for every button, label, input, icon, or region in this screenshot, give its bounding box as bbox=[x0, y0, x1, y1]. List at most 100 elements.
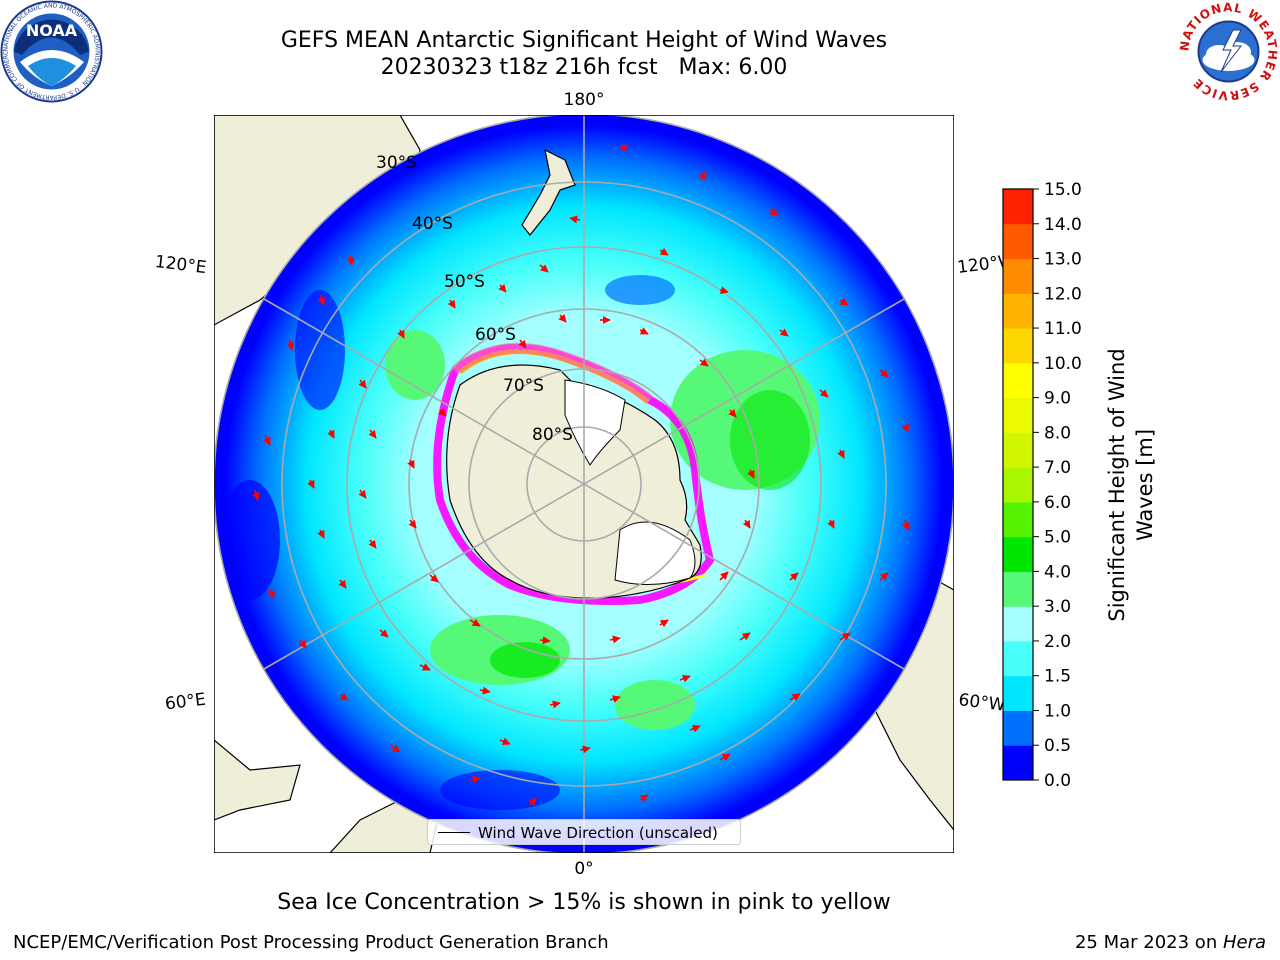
wind-arrow bbox=[639, 327, 649, 335]
wind-arrow bbox=[539, 636, 551, 645]
colorbar-tick-label: 15.0 bbox=[1044, 180, 1082, 200]
wind-arrow bbox=[368, 429, 377, 439]
colorbar-tick-label: 1.5 bbox=[1044, 667, 1071, 687]
wind-arrow bbox=[719, 571, 729, 581]
lon-label-60w: 60°W bbox=[957, 690, 1006, 716]
colorbar-tick-label: 1.0 bbox=[1044, 701, 1071, 721]
colorbar-tick-label: 3.0 bbox=[1044, 597, 1071, 617]
wind-arrow bbox=[339, 692, 349, 701]
colorbar-segment bbox=[1003, 328, 1033, 364]
wind-arrow bbox=[659, 619, 669, 628]
colorbar-segment bbox=[1003, 606, 1033, 642]
wave-patch-atlantic bbox=[615, 680, 695, 730]
wind-arrow bbox=[742, 519, 751, 529]
footer-credit: NCEP/EMC/Verification Post Processing Pr… bbox=[13, 932, 609, 953]
footer-date-text: 25 Mar 2023 on bbox=[1074, 932, 1223, 953]
colorbar-title-line-2: Waves [m] bbox=[1133, 429, 1157, 541]
colorbar-tick-label: 0.5 bbox=[1044, 736, 1071, 756]
colorbar-title-line-1: Significant Height of Wind bbox=[1105, 348, 1129, 621]
wind-arrow bbox=[639, 794, 649, 803]
wind-arrow bbox=[659, 247, 669, 256]
colorbar-segment bbox=[1003, 640, 1033, 677]
wind-arrow bbox=[789, 693, 801, 702]
colorbar-tick-label: 5.0 bbox=[1044, 528, 1071, 548]
wind-arrow bbox=[839, 297, 849, 306]
wind-arrow bbox=[317, 294, 326, 306]
wind-arrow bbox=[719, 286, 729, 295]
wind-arrow bbox=[679, 674, 691, 683]
wind-arrow bbox=[286, 339, 295, 351]
wind-arrow bbox=[438, 408, 447, 417]
footer-host: Hera bbox=[1222, 932, 1266, 953]
wind-arrow bbox=[408, 519, 417, 529]
wind-arrow bbox=[879, 572, 889, 581]
nws-logo: NATIONAL WEATHER SERVICE bbox=[1177, 0, 1279, 102]
colorbar-segment bbox=[1003, 223, 1033, 260]
africa-land bbox=[214, 739, 301, 821]
wave-patch-west bbox=[385, 330, 445, 400]
lon-label-120e: 120°E bbox=[154, 252, 208, 278]
lon-label-60e: 60°E bbox=[164, 690, 207, 715]
wind-arrow bbox=[719, 753, 731, 762]
wind-arrows bbox=[252, 144, 910, 807]
wind-arrow bbox=[827, 519, 835, 529]
wind-arrow bbox=[327, 429, 335, 439]
wind-arrow bbox=[419, 663, 431, 671]
plot-title-line-2: 20230323 t18z 216h fcst Max: 6.00 bbox=[380, 55, 788, 80]
lat-label-30s: 30°S bbox=[376, 153, 417, 173]
colorbar-title: Significant Height of Wind Waves [m] bbox=[1105, 348, 1157, 621]
wind-arrow bbox=[558, 313, 567, 323]
wind-arrow bbox=[252, 489, 260, 501]
wind-arrow bbox=[528, 797, 537, 807]
wind-arrow bbox=[609, 695, 621, 703]
wind-arrow bbox=[698, 171, 707, 181]
colorbar-segment bbox=[1003, 501, 1033, 538]
wind-arrow bbox=[267, 589, 275, 599]
colorbar-tick-label: 4.0 bbox=[1044, 562, 1071, 582]
wind-arrow bbox=[447, 299, 456, 309]
wind-arrow bbox=[518, 339, 527, 349]
colorbar-segment bbox=[1003, 362, 1033, 399]
wind-arrow bbox=[469, 618, 481, 627]
colorbar-segment bbox=[1003, 467, 1033, 503]
lat-label-80s: 80°S bbox=[532, 425, 573, 445]
colorbar-tick-label: 14.0 bbox=[1044, 215, 1082, 235]
colorbar-tick-label: 12.0 bbox=[1044, 284, 1082, 304]
wind-arrow bbox=[317, 529, 325, 539]
wind-arrow bbox=[837, 449, 845, 459]
wind-arrow bbox=[789, 572, 799, 581]
colorbar-segment bbox=[1003, 293, 1033, 329]
wind-arrow bbox=[699, 358, 709, 367]
map-area bbox=[214, 115, 954, 853]
wind-arrow bbox=[389, 744, 401, 753]
colorbar-tick-label: 2.0 bbox=[1044, 632, 1071, 652]
wind-arrow bbox=[358, 379, 367, 389]
lon-label-180: 180° bbox=[564, 90, 605, 110]
wind-arrow bbox=[379, 629, 389, 638]
wind-arrow bbox=[549, 700, 561, 709]
wind-arrow bbox=[769, 207, 779, 216]
lat-label-40s: 40°S bbox=[412, 214, 453, 234]
wind-arrow bbox=[407, 459, 415, 469]
legend-label: Wind Wave Direction (unscaled) bbox=[478, 824, 718, 842]
antarctic-ice-shelf-ross bbox=[564, 379, 626, 466]
colorbar-tick-label: 6.0 bbox=[1044, 493, 1071, 513]
legend-line-swatch bbox=[438, 832, 470, 833]
lon-label-0: 0° bbox=[574, 859, 593, 879]
colorbar-tick-label: 7.0 bbox=[1044, 458, 1071, 478]
wind-arrow bbox=[346, 254, 355, 266]
wind-arrow bbox=[569, 215, 581, 224]
wind-arrow bbox=[739, 632, 751, 641]
antarctic-ice-shelf-weddell bbox=[614, 521, 696, 586]
colorbar-tick-label: 10.0 bbox=[1044, 354, 1082, 374]
lat-label-60s: 60°S bbox=[475, 325, 516, 345]
colorbar-tick-label: 0.0 bbox=[1044, 771, 1071, 791]
noaa-logo-text: NOAA bbox=[26, 21, 78, 40]
wind-arrow bbox=[619, 144, 629, 153]
wind-arrow bbox=[429, 574, 439, 583]
plot-title-line-1: GEFS MEAN Antarctic Significant Height o… bbox=[280, 28, 888, 53]
wind-arrow bbox=[747, 469, 755, 479]
wind-arrow bbox=[479, 686, 491, 695]
wind-arrow bbox=[728, 408, 737, 418]
